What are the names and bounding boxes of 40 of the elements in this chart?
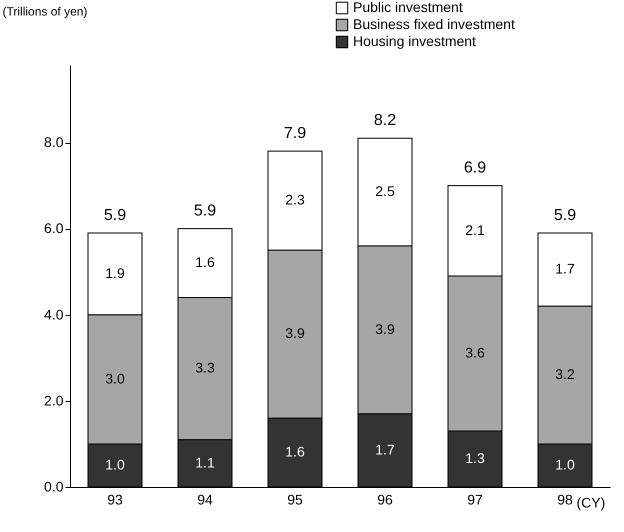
data-label: 2.1 [465,222,485,238]
data-label: 3.9 [285,325,305,342]
data-label: 3.3 [195,360,215,376]
total-label: 7.9 [284,125,306,142]
data-label: 1.1 [195,454,215,470]
x-tick-label: 93 [107,492,123,508]
data-label: 2.3 [285,192,305,208]
y-tick-label: 4.0 [44,306,64,322]
x-tick-label: 94 [197,492,213,508]
data-label: 1.9 [105,264,125,281]
x-tick-label: 96 [377,492,393,508]
y-tick-label: 8.0 [44,134,64,150]
x-axis-title: (CY) [576,494,606,510]
total-label: 8.2 [374,112,396,130]
legend-label: Business fixed investment [353,16,515,32]
data-label: 1.0 [555,456,575,472]
y-tick-label: 0.0 [44,478,64,494]
data-label: 3.6 [465,344,485,361]
data-label: 1.6 [285,444,305,460]
legend-label: Public investment [353,0,463,15]
data-label: 3.0 [105,370,125,386]
total-label: 6.9 [464,160,486,177]
data-label: 1.6 [195,254,215,270]
x-tick-label: 97 [467,492,483,508]
y-axis-title: (Trillions of yen) [2,4,88,18]
legend-label: Housing investment [353,33,476,49]
data-label: 1.7 [375,441,395,458]
y-tick-label: 6.0 [44,220,64,236]
total-label: 5.9 [554,206,576,224]
data-label: 1.0 [105,456,125,472]
total-label: 5.9 [104,206,126,224]
data-label: 3.2 [555,366,575,382]
x-tick-label: 98 [557,492,573,508]
data-label: 1.7 [555,260,575,277]
y-tick-label: 2.0 [44,392,64,408]
total-label: 5.9 [194,202,216,220]
data-label: 1.3 [465,450,485,466]
x-tick-label: 95 [287,492,303,508]
data-label: 2.5 [375,183,395,200]
data-label: 3.9 [375,320,395,337]
